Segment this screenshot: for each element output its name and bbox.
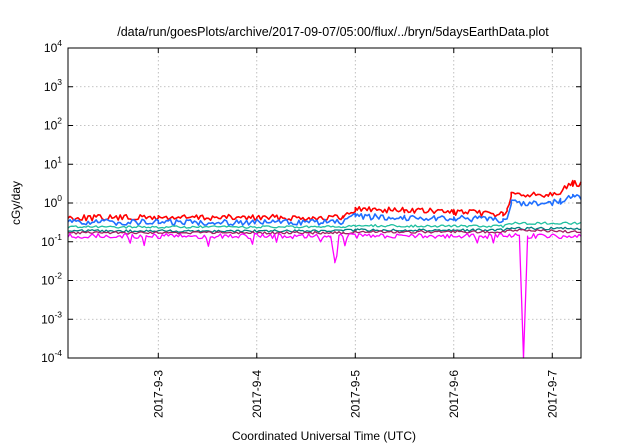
grid-lines bbox=[68, 48, 581, 358]
y-tick-label: 101 bbox=[44, 154, 62, 171]
series-line bbox=[67, 226, 582, 233]
x-axis-label: Coordinated Universal Time (UTC) bbox=[232, 429, 416, 443]
series-group bbox=[67, 179, 582, 359]
y-tick-label: 10-1 bbox=[41, 232, 62, 249]
x-tick-label: 2017-9-5 bbox=[348, 370, 362, 418]
x-tick-label: 2017-9-4 bbox=[250, 370, 264, 418]
x-tick-label: 2017-9-6 bbox=[447, 370, 461, 418]
y-axis: 10-4 10-3 10-2 10-1 100 101 102 103 104 bbox=[41, 38, 581, 365]
y-tick-label: 104 bbox=[44, 38, 62, 55]
series-line bbox=[67, 228, 582, 235]
series-line bbox=[67, 221, 582, 229]
chart-title: /data/run/goesPlots/archive/2017-09-07/0… bbox=[117, 25, 549, 39]
y-tick-label: 10-2 bbox=[41, 271, 62, 288]
y-tick-label: 10-4 bbox=[41, 348, 62, 365]
x-axis: 2017-9-3 2017-9-4 2017-9-5 2017-9-6 2017-9-7 bbox=[151, 48, 559, 418]
series-line bbox=[67, 232, 582, 359]
y-tick-label: 100 bbox=[44, 193, 62, 210]
y-axis-label: cGy/day bbox=[9, 181, 23, 225]
x-tick-label: 2017-9-7 bbox=[545, 370, 559, 418]
x-tick-label: 2017-9-3 bbox=[151, 370, 165, 418]
series-line bbox=[67, 193, 582, 226]
y-tick-label: 10-3 bbox=[41, 309, 62, 326]
y-tick-label: 103 bbox=[44, 77, 62, 94]
y-tick-label: 102 bbox=[44, 116, 62, 133]
series-line bbox=[67, 179, 582, 222]
